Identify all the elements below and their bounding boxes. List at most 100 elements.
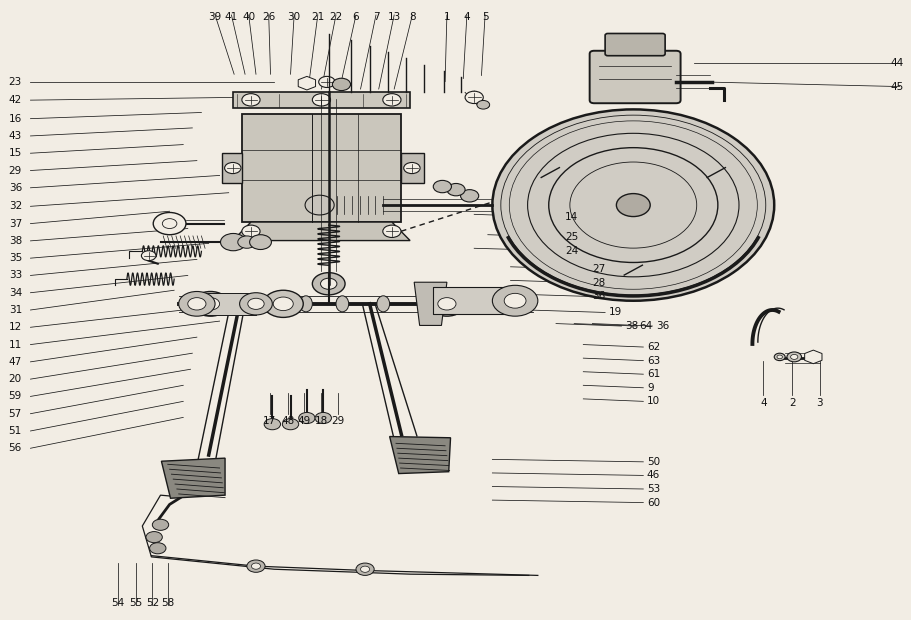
Circle shape bbox=[460, 190, 478, 202]
Polygon shape bbox=[389, 436, 450, 474]
Circle shape bbox=[312, 273, 344, 295]
Circle shape bbox=[238, 236, 256, 248]
Circle shape bbox=[299, 412, 314, 423]
Text: 36: 36 bbox=[592, 291, 605, 301]
Text: 38: 38 bbox=[8, 236, 22, 246]
Text: 5: 5 bbox=[481, 12, 488, 22]
Text: 11: 11 bbox=[8, 340, 22, 350]
Text: 2: 2 bbox=[788, 397, 795, 407]
Ellipse shape bbox=[458, 296, 471, 312]
Circle shape bbox=[314, 412, 331, 423]
Polygon shape bbox=[232, 92, 410, 108]
Text: 45: 45 bbox=[889, 82, 903, 92]
Text: 26: 26 bbox=[261, 12, 275, 22]
Text: 49: 49 bbox=[297, 416, 311, 426]
Circle shape bbox=[776, 355, 782, 359]
Text: 63: 63 bbox=[646, 356, 660, 366]
Text: 18: 18 bbox=[314, 416, 328, 426]
Text: 57: 57 bbox=[8, 409, 22, 419]
Circle shape bbox=[162, 219, 177, 229]
Circle shape bbox=[248, 298, 264, 309]
Circle shape bbox=[437, 298, 456, 310]
Circle shape bbox=[149, 542, 166, 554]
Text: 48: 48 bbox=[281, 416, 294, 426]
Text: 64: 64 bbox=[639, 321, 652, 331]
Text: 36: 36 bbox=[655, 321, 669, 331]
Circle shape bbox=[201, 298, 220, 310]
Bar bbox=[221, 153, 241, 184]
Text: 24: 24 bbox=[565, 246, 578, 255]
Text: 3: 3 bbox=[815, 397, 822, 407]
Circle shape bbox=[188, 298, 206, 310]
Ellipse shape bbox=[335, 296, 348, 312]
Polygon shape bbox=[804, 350, 821, 364]
Text: 20: 20 bbox=[8, 374, 22, 384]
Circle shape bbox=[146, 531, 162, 542]
Circle shape bbox=[465, 91, 483, 104]
Circle shape bbox=[433, 180, 451, 193]
Text: 4: 4 bbox=[759, 397, 766, 407]
Circle shape bbox=[320, 278, 336, 290]
Circle shape bbox=[476, 100, 489, 109]
Ellipse shape bbox=[222, 296, 235, 312]
Text: 47: 47 bbox=[8, 357, 22, 367]
Text: 41: 41 bbox=[224, 12, 238, 22]
Text: 34: 34 bbox=[8, 288, 22, 298]
Text: 55: 55 bbox=[129, 598, 142, 608]
Text: 35: 35 bbox=[8, 253, 22, 263]
Text: 29: 29 bbox=[8, 166, 22, 175]
Text: 14: 14 bbox=[565, 213, 578, 223]
Ellipse shape bbox=[300, 296, 312, 312]
Ellipse shape bbox=[417, 296, 430, 312]
Text: 54: 54 bbox=[111, 598, 124, 608]
Text: 37: 37 bbox=[8, 219, 22, 229]
FancyBboxPatch shape bbox=[605, 33, 664, 56]
Circle shape bbox=[492, 285, 537, 316]
Ellipse shape bbox=[259, 296, 271, 312]
Text: 4: 4 bbox=[463, 12, 470, 22]
Text: 25: 25 bbox=[565, 232, 578, 242]
Text: 28: 28 bbox=[592, 278, 605, 288]
Text: 12: 12 bbox=[8, 322, 22, 332]
Text: 42: 42 bbox=[8, 95, 22, 105]
Text: 50: 50 bbox=[646, 457, 660, 467]
Circle shape bbox=[773, 353, 784, 361]
Text: 36: 36 bbox=[8, 183, 22, 193]
Text: 29: 29 bbox=[331, 416, 344, 426]
Circle shape bbox=[153, 213, 186, 235]
Circle shape bbox=[332, 78, 350, 91]
Text: 59: 59 bbox=[8, 391, 22, 401]
FancyBboxPatch shape bbox=[241, 114, 401, 222]
Text: 31: 31 bbox=[8, 305, 22, 315]
Polygon shape bbox=[298, 76, 315, 90]
Ellipse shape bbox=[376, 296, 389, 312]
Circle shape bbox=[179, 291, 215, 316]
Circle shape bbox=[355, 563, 374, 575]
Circle shape bbox=[241, 225, 260, 237]
Text: 7: 7 bbox=[373, 12, 379, 22]
Text: 23: 23 bbox=[8, 77, 22, 87]
Circle shape bbox=[318, 76, 334, 87]
Circle shape bbox=[240, 293, 272, 315]
Circle shape bbox=[224, 162, 241, 174]
Text: 6: 6 bbox=[353, 12, 359, 22]
Circle shape bbox=[428, 291, 465, 316]
Ellipse shape bbox=[190, 296, 203, 312]
Circle shape bbox=[141, 250, 156, 260]
Text: 1: 1 bbox=[443, 12, 450, 22]
Polygon shape bbox=[232, 222, 410, 241]
Text: 62: 62 bbox=[646, 342, 660, 352]
Circle shape bbox=[250, 235, 271, 249]
Ellipse shape bbox=[490, 296, 503, 312]
Text: 33: 33 bbox=[8, 270, 22, 280]
Circle shape bbox=[383, 94, 401, 106]
Circle shape bbox=[263, 290, 303, 317]
Circle shape bbox=[282, 418, 299, 430]
FancyBboxPatch shape bbox=[589, 51, 680, 104]
Circle shape bbox=[616, 193, 650, 216]
Circle shape bbox=[152, 519, 169, 530]
Text: 38: 38 bbox=[624, 321, 638, 331]
Circle shape bbox=[312, 94, 330, 106]
Text: 8: 8 bbox=[409, 12, 415, 22]
Text: 44: 44 bbox=[889, 58, 903, 68]
